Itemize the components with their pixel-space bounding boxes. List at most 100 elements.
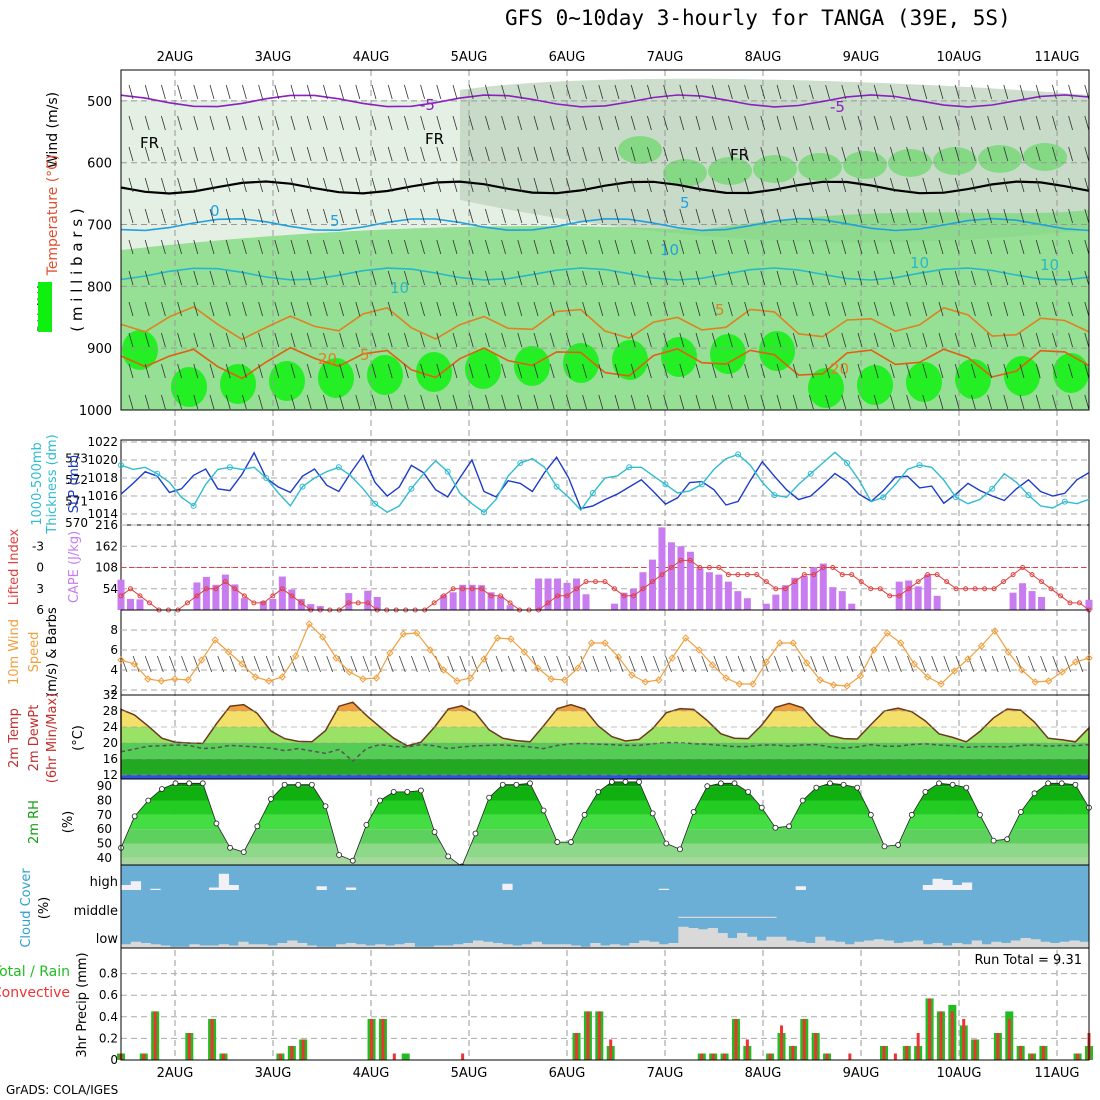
date-label-top: 6AUG xyxy=(549,50,586,65)
wind-barb xyxy=(760,363,766,379)
wind-speed-line xyxy=(120,622,1090,687)
wind-barb xyxy=(339,332,344,348)
wind-barb xyxy=(987,363,992,379)
wind-barb xyxy=(436,394,442,410)
label-total-rain: Total / Rain xyxy=(0,964,70,980)
li-line xyxy=(120,559,1090,611)
wind-barb xyxy=(728,177,733,193)
cloud-low xyxy=(443,945,454,948)
cloud-low xyxy=(737,933,748,948)
rh-marker xyxy=(554,839,561,845)
rh-marker xyxy=(895,842,902,848)
label-2m-rh: 2m RH xyxy=(27,800,42,844)
wind-barb xyxy=(744,301,749,317)
wind-barb xyxy=(728,146,733,162)
wind-barb xyxy=(420,115,425,131)
wind-barb xyxy=(711,208,717,224)
wind-barb xyxy=(290,146,296,162)
contour-label: 5 xyxy=(680,194,690,212)
cloud-low xyxy=(619,945,630,948)
wind-barb xyxy=(695,146,701,162)
wind-barb xyxy=(825,115,830,131)
wind-barb xyxy=(387,177,393,193)
wind-barb-10m xyxy=(217,655,225,673)
wind-marker xyxy=(587,639,596,647)
wind-barb xyxy=(906,146,911,162)
wind-barb xyxy=(792,363,798,379)
wind-barb xyxy=(274,115,280,131)
rh-marker xyxy=(963,784,970,791)
wind-barb xyxy=(825,177,830,193)
wind-barb xyxy=(954,270,960,286)
wind-barb xyxy=(663,301,668,317)
wind-barb xyxy=(161,177,166,193)
wind-barb xyxy=(809,394,814,410)
wind-barb xyxy=(711,332,717,348)
wind-barb-10m xyxy=(253,655,261,673)
cloud-low xyxy=(248,944,259,948)
rh-marker xyxy=(349,857,356,864)
wind-barb xyxy=(339,239,344,255)
wind-barb xyxy=(371,115,377,131)
wind-barb xyxy=(144,270,150,286)
wind-barb xyxy=(728,239,733,255)
wind-barb xyxy=(549,394,555,410)
wind-barb xyxy=(436,270,442,286)
wind-barb xyxy=(355,270,361,286)
wind-barb xyxy=(663,270,668,286)
cloud-low xyxy=(766,936,777,948)
wind-barb-10m xyxy=(798,655,805,673)
wind-barb xyxy=(760,239,766,255)
cloud-low xyxy=(199,945,210,948)
wind-barb xyxy=(225,332,231,348)
cloud-middle xyxy=(756,916,767,918)
wind-barb xyxy=(533,115,539,131)
cloud-high xyxy=(150,888,161,890)
cloud-high xyxy=(130,881,142,890)
wind-barb xyxy=(1052,177,1057,193)
wind-barb xyxy=(193,146,199,162)
wind-barb-10m xyxy=(290,655,297,673)
wind-barb xyxy=(323,84,328,100)
wind-barb xyxy=(468,363,474,379)
wind-barb-10m xyxy=(374,655,382,673)
thickness-marker xyxy=(880,494,887,501)
wind-barb-10m xyxy=(846,655,854,673)
wind-barb xyxy=(371,363,377,379)
wind-barb xyxy=(404,363,409,379)
wind-barb xyxy=(841,270,847,286)
label-rh-unit: (%) xyxy=(61,811,76,834)
wind-marker xyxy=(197,656,206,664)
wind-barb-10m xyxy=(568,655,576,673)
wind-barb xyxy=(809,146,814,162)
wind-barb xyxy=(468,115,474,131)
wind-barb xyxy=(566,239,571,255)
li-marker xyxy=(279,586,285,592)
wind-barb xyxy=(144,332,150,348)
cape-bar xyxy=(724,581,732,610)
wind-barb xyxy=(987,394,992,410)
precip-bar-convective xyxy=(290,1045,294,1060)
wind-barb xyxy=(906,84,911,100)
wind-barb xyxy=(242,270,247,286)
wind-barb xyxy=(339,146,344,162)
wind-barb xyxy=(144,115,150,131)
wind-barb-10m xyxy=(774,655,781,673)
wind-barb xyxy=(549,301,555,317)
wind-barb xyxy=(630,363,636,379)
wind-marker xyxy=(991,627,999,635)
contour-label: 10 xyxy=(1040,256,1059,274)
wind-barb xyxy=(987,177,992,193)
wind-barb-10m xyxy=(193,655,200,673)
wind-barb xyxy=(468,208,474,224)
wind-barb xyxy=(161,301,166,317)
wind-marker xyxy=(722,674,730,682)
wind-barb-10m xyxy=(907,655,914,673)
wind-barb xyxy=(533,146,539,162)
wind-barb xyxy=(387,115,393,131)
rh-marker xyxy=(1045,780,1051,787)
wind-barb xyxy=(1068,146,1073,162)
wind-barb xyxy=(744,363,749,379)
li-marker xyxy=(146,600,152,606)
wind-barb xyxy=(193,177,199,193)
